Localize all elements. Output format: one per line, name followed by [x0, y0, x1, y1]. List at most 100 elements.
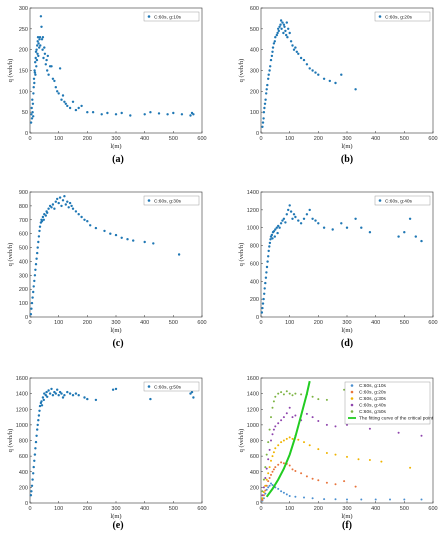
y-tick-label: 200 — [19, 287, 28, 293]
chart-panel-4: 0 100 200 300 400 500 600 0 200 400 600 800 1000 1200… — [238, 190, 438, 349]
data-point — [317, 420, 320, 422]
data-point — [31, 111, 34, 114]
data-point — [289, 210, 293, 213]
data-point — [354, 485, 357, 488]
y-tick-label: 0 — [25, 501, 28, 507]
data-point — [272, 428, 275, 431]
data-point — [36, 44, 39, 47]
data-point — [41, 396, 45, 399]
y-tick-label: 1200 — [247, 407, 259, 413]
x-axis-label: l(m) — [110, 513, 121, 520]
data-point — [261, 497, 264, 500]
data-point — [262, 494, 265, 497]
data-point — [74, 392, 78, 395]
data-point — [114, 387, 118, 391]
data-point — [41, 48, 44, 51]
data-point — [334, 81, 337, 85]
x-tick-label: 400 — [140, 506, 149, 512]
data-point — [280, 441, 283, 444]
data-point — [346, 498, 348, 501]
data-point — [32, 77, 36, 81]
x-tick-label: 100 — [285, 506, 294, 512]
data-point — [263, 287, 266, 290]
y-tick-label: 0 — [256, 131, 259, 137]
x-tick-label: 600 — [428, 136, 437, 142]
data-point — [51, 77, 55, 81]
data-point — [334, 425, 337, 428]
data-point — [280, 419, 283, 422]
data-point — [323, 498, 326, 501]
x-tick-label: 100 — [54, 320, 63, 326]
data-point — [77, 213, 80, 216]
legend-entry: The fitting curve of the critical point — [359, 416, 434, 422]
data-point — [279, 222, 283, 225]
plot-frame — [260, 7, 434, 134]
data-point — [272, 451, 275, 454]
data-point — [35, 257, 38, 260]
data-point — [149, 111, 152, 114]
data-point — [288, 436, 291, 439]
data-point — [280, 490, 283, 493]
data-point — [32, 472, 35, 475]
data-point — [262, 497, 265, 500]
data-point — [267, 73, 270, 76]
data-point — [57, 92, 60, 95]
data-point — [31, 296, 34, 299]
data-point — [31, 478, 34, 481]
x-tick-label: 100 — [54, 136, 63, 142]
x-tick-label: 300 — [111, 320, 120, 326]
data-point — [305, 213, 309, 216]
data-point — [30, 117, 34, 120]
plot-frame — [260, 191, 434, 318]
data-point — [291, 217, 294, 220]
data-point — [334, 498, 337, 501]
x-tick-label: 400 — [140, 136, 149, 142]
legend-box — [344, 381, 431, 425]
data-point — [265, 271, 268, 274]
y-tick-label: 200 — [250, 89, 259, 95]
data-point — [120, 111, 123, 115]
data-point — [268, 428, 271, 431]
data-point — [414, 235, 417, 238]
data-point — [44, 214, 47, 217]
data-point — [34, 263, 38, 266]
chart-panel-5: 0 100 200 300 400 500 600 0 200 400 600 800 1000 1200… — [7, 376, 207, 531]
legend-swatch — [147, 15, 151, 18]
data-point — [289, 40, 293, 43]
legend-swatch — [350, 410, 354, 413]
data-point — [270, 416, 272, 419]
data-point — [270, 439, 272, 442]
data-point — [35, 65, 38, 68]
data-point — [71, 100, 75, 104]
data-point — [274, 36, 277, 39]
x-tick-label: 0 — [28, 506, 31, 512]
data-point — [299, 56, 303, 60]
y-axis-label: q (veh/h) — [7, 243, 14, 267]
data-point — [261, 490, 264, 493]
x-axis-label: l(m) — [341, 513, 352, 520]
x-axis-label: l(m) — [341, 143, 352, 150]
data-point — [63, 394, 66, 397]
x-tick-label: 600 — [197, 320, 206, 326]
data-point — [272, 230, 276, 233]
y-axis-label: q (veh/h) — [7, 429, 14, 453]
data-point — [271, 470, 274, 473]
legend-entry: C:60s, g:50s — [154, 384, 182, 390]
y-tick-label: 1000 — [247, 226, 259, 232]
y-tick-label: 1400 — [247, 190, 259, 196]
data-point — [288, 204, 291, 207]
data-point — [70, 204, 73, 208]
data-point — [29, 121, 33, 124]
x-tick-label: 200 — [83, 136, 92, 142]
x-tick-label: 600 — [428, 320, 437, 326]
data-point — [288, 495, 291, 497]
data-point — [270, 459, 272, 462]
data-point — [66, 390, 69, 394]
data-point — [120, 236, 123, 239]
data-point — [47, 207, 50, 210]
data-point — [56, 90, 59, 93]
data-point — [192, 113, 195, 116]
data-point — [34, 50, 38, 53]
data-point — [61, 94, 65, 97]
